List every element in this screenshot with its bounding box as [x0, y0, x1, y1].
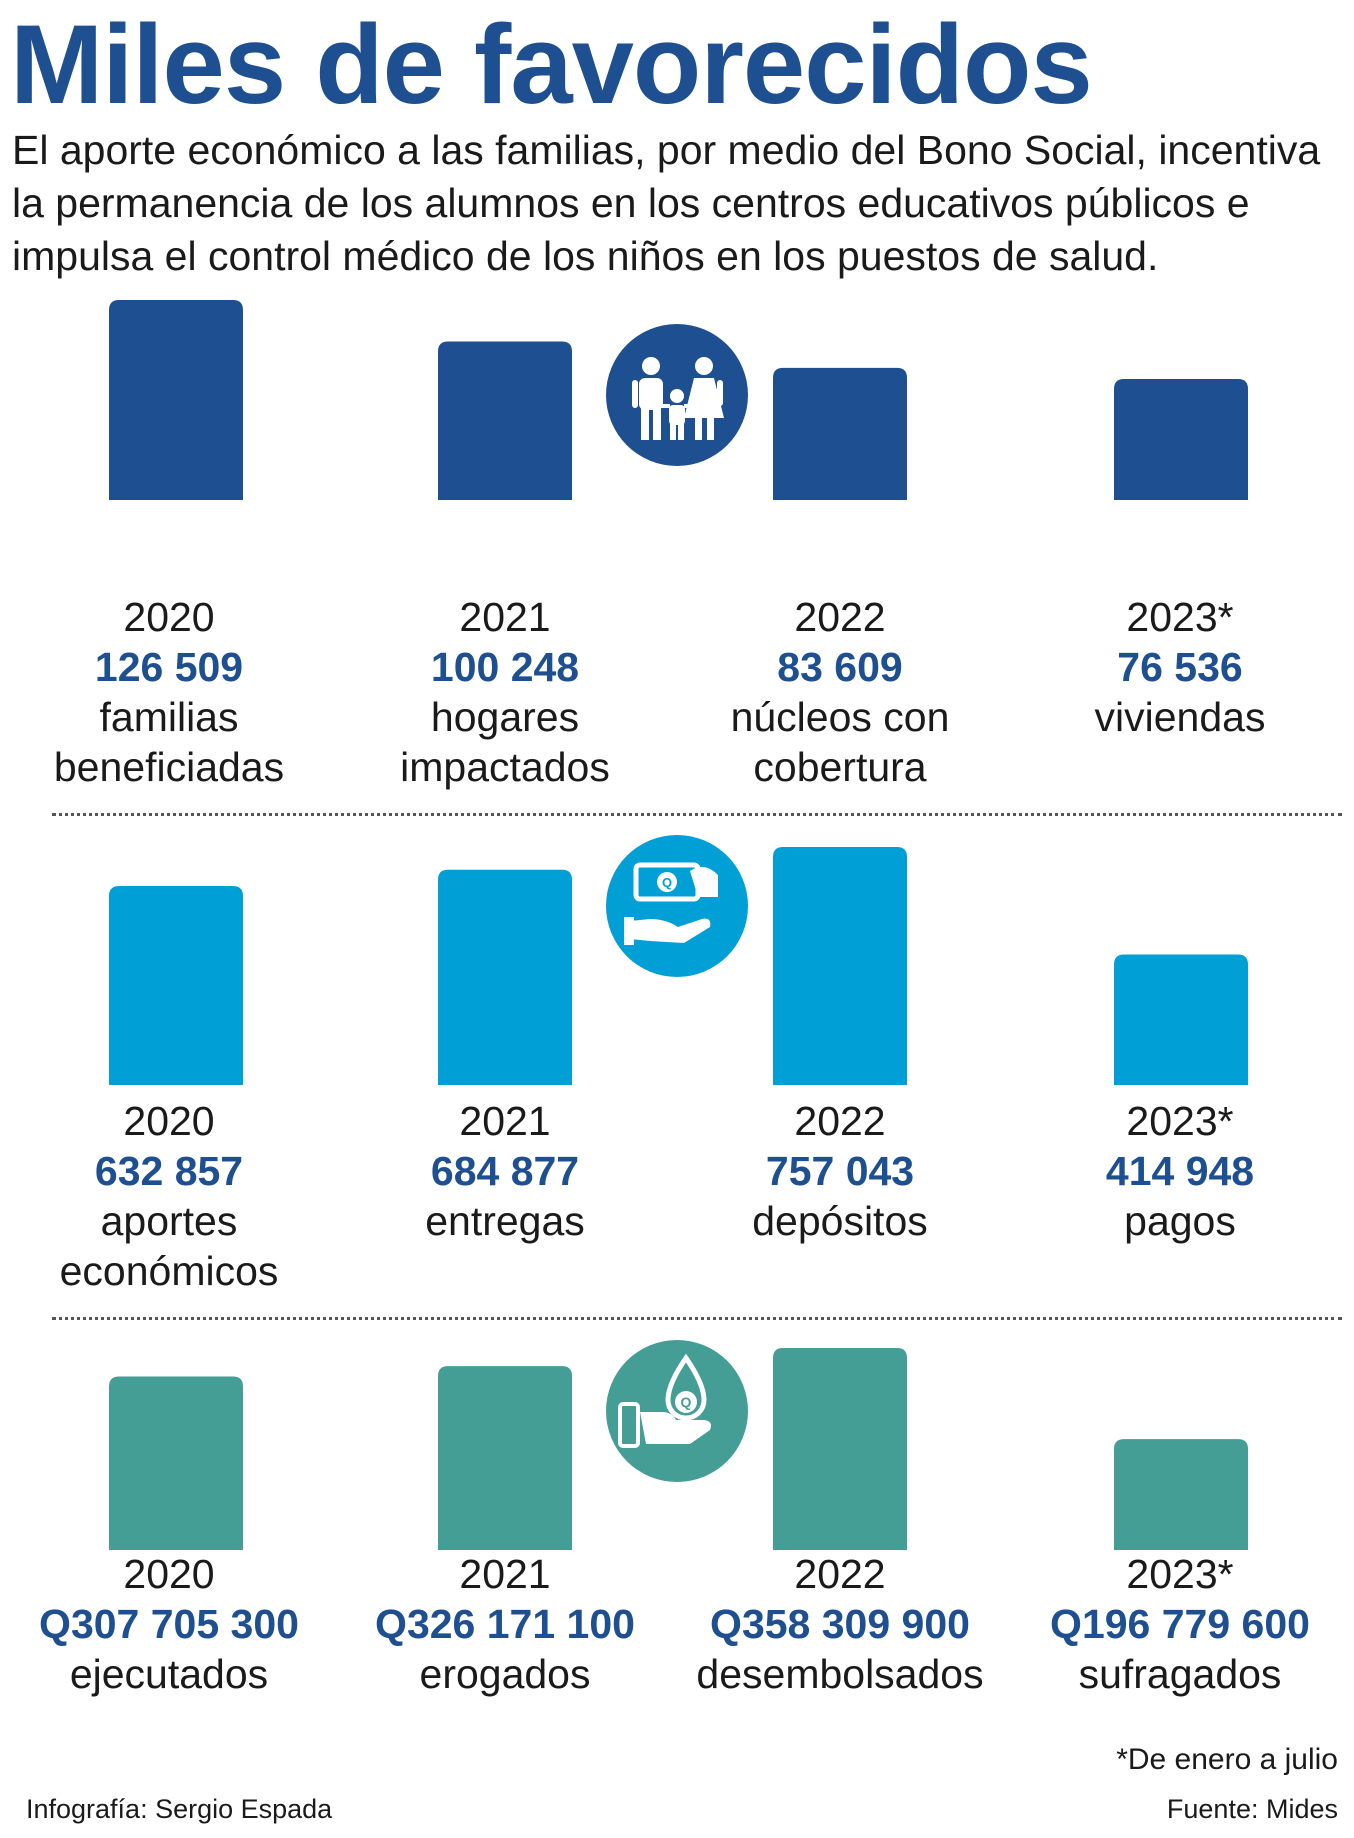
chart-panel-households: 2020 126 509 familias beneficiadas 2021 … — [0, 300, 1354, 790]
bar-amounts-2021 — [438, 1366, 572, 1550]
description-label: erogados — [419, 1651, 591, 1697]
bar-amounts-2022 — [773, 1348, 907, 1550]
year-label: 2020 — [123, 1098, 215, 1144]
year-label: 2023* — [1126, 1098, 1234, 1144]
year-label: 2021 — [459, 1551, 551, 1597]
year-label: 2023* — [1126, 1551, 1234, 1597]
column-2022: 2022 757 043 depósitos — [675, 1096, 1005, 1246]
bar-households-2022 — [773, 367, 907, 500]
year-label: 2021 — [459, 594, 551, 640]
year-label: 2022 — [794, 594, 886, 640]
family-icon — [606, 324, 748, 466]
column-2020: 2020 Q307 705 300 ejecutados — [4, 1549, 334, 1699]
column-2022: 2022 Q358 309 900 desembolsados — [675, 1549, 1005, 1699]
year-label: 2022 — [794, 1098, 886, 1144]
description-label: sufragados — [1078, 1651, 1282, 1697]
value-label: Q307 705 300 — [39, 1601, 299, 1647]
value-label: Q358 309 900 — [710, 1601, 970, 1647]
bar-chart-amounts — [109, 1348, 1248, 1550]
intro-text: El aporte económico a las familias, por … — [12, 127, 1321, 279]
chart-panel-payments: Q 2020 632 857 aportes económicos 2021 6… — [0, 835, 1354, 1294]
year-label: 2023* — [1126, 594, 1234, 640]
bar-households-2020 — [109, 300, 243, 500]
value-label: 632 857 — [94, 1148, 244, 1194]
credit: Infografía: Sergio Espada — [26, 1794, 333, 1824]
bar-amounts-2020 — [109, 1376, 243, 1550]
chart-panel-amounts: Q 2020 Q307 705 300 ejecutados 2021 Q326… — [0, 1340, 1354, 1740]
column-2021: 2021 684 877 entregas — [340, 1096, 670, 1246]
value-label: 414 948 — [1105, 1148, 1255, 1194]
page-title: Miles de favorecidos — [10, 2, 1093, 127]
column-2023: 2023* Q196 779 600 sufragados — [1015, 1549, 1345, 1699]
column-2023: 2023* 76 536 viviendas — [1015, 592, 1345, 742]
source: Fuente: Mides — [1166, 1794, 1338, 1824]
column-2020: 2020 632 857 aportes económicos — [4, 1096, 334, 1296]
bar-payments-2021 — [438, 869, 572, 1085]
bar-households-2023 — [1114, 379, 1248, 500]
description-label: aportes económicos — [59, 1198, 279, 1294]
divider — [52, 1317, 1342, 1320]
year-label: 2021 — [459, 1098, 551, 1144]
value-label: Q326 171 100 — [375, 1601, 635, 1647]
description-label: viviendas — [1094, 694, 1266, 740]
value-label: Q196 779 600 — [1050, 1601, 1310, 1647]
description-label: desembolsados — [696, 1651, 984, 1697]
value-label: 684 877 — [430, 1148, 580, 1194]
year-label: 2020 — [123, 1551, 215, 1597]
description-label: depósitos — [752, 1198, 928, 1244]
bar-payments-2020 — [109, 886, 243, 1085]
column-2023: 2023* 414 948 pagos — [1015, 1096, 1345, 1246]
description-label: entregas — [425, 1198, 585, 1244]
divider — [52, 813, 1342, 816]
bar-chart-payments — [109, 847, 1248, 1085]
bar-amounts-2023 — [1114, 1439, 1248, 1550]
value-label: 76 536 — [1117, 644, 1243, 690]
bar-payments-2023 — [1114, 954, 1248, 1085]
coin-drop-hand-icon: Q — [606, 1340, 748, 1482]
money-hand-icon: Q — [606, 835, 748, 977]
value-label: 83 609 — [777, 644, 903, 690]
column-2020: 2020 126 509 familias beneficiadas — [4, 592, 334, 792]
description-label: ejecutados — [69, 1651, 269, 1697]
value-label: 126 509 — [94, 644, 244, 690]
svg-text:Q: Q — [681, 1394, 692, 1410]
bar-chart-households — [109, 300, 1248, 500]
description-label: hogares impactados — [400, 694, 610, 790]
value-label: 100 248 — [430, 644, 580, 690]
description-label: núcleos con cobertura — [730, 694, 950, 790]
year-label: 2022 — [794, 1551, 886, 1597]
value-label: 757 043 — [765, 1148, 915, 1194]
column-2021: 2021 100 248 hogares impactados — [340, 592, 670, 792]
description-label: familias beneficiadas — [53, 694, 285, 790]
bar-households-2021 — [438, 341, 572, 500]
column-2022: 2022 83 609 núcleos con cobertura — [675, 592, 1005, 792]
description-label: pagos — [1124, 1198, 1236, 1244]
svg-text:Q: Q — [662, 875, 672, 890]
bar-payments-2022 — [773, 847, 907, 1085]
footnote: *De enero a julio — [1116, 1743, 1338, 1776]
year-label: 2020 — [123, 594, 215, 640]
column-2021: 2021 Q326 171 100 erogados — [340, 1549, 670, 1699]
